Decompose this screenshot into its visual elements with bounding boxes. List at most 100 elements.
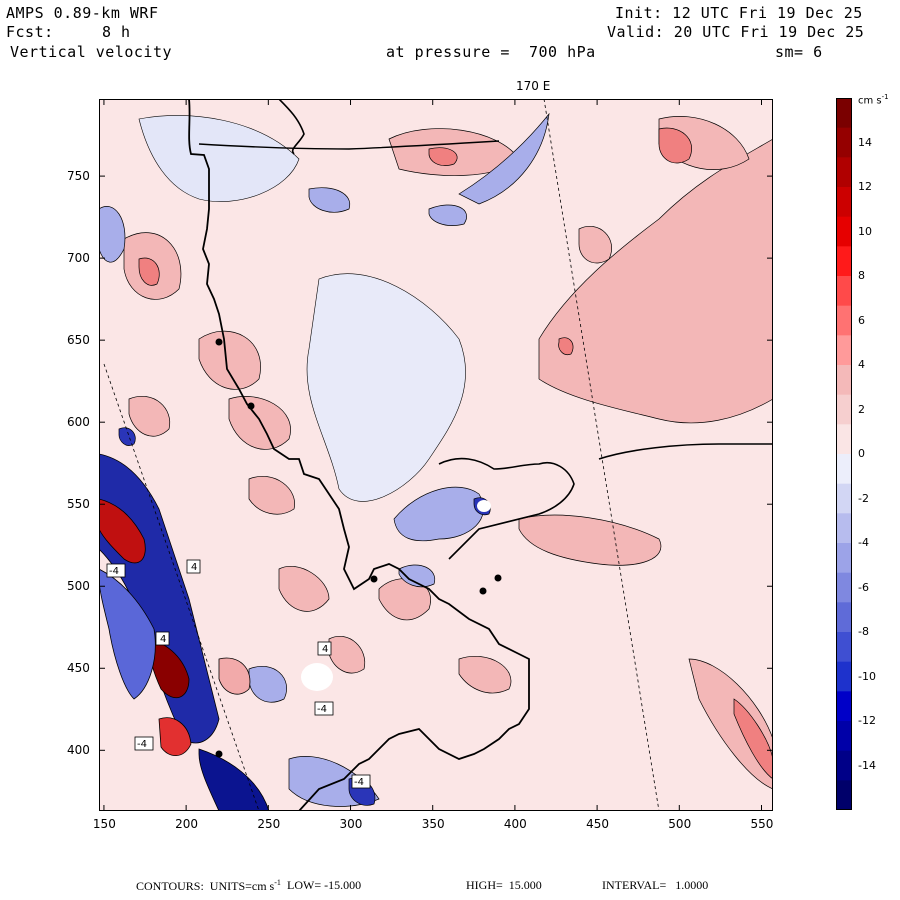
y-tick-label: 450 <box>67 661 90 676</box>
colorbar-swatch <box>836 216 852 247</box>
colorbar <box>836 98 852 810</box>
svg-text:-4: -4 <box>109 566 119 577</box>
forecast-label: Fcst: <box>6 23 54 41</box>
coastline <box>278 99 305 155</box>
meridian-label: 170 E <box>516 79 551 93</box>
colorbar-swatch <box>836 750 852 781</box>
colorbar-tick-label: -12 <box>858 714 876 727</box>
weak-descent-region <box>306 273 466 502</box>
colorbar-swatch <box>836 543 852 574</box>
axis-ticks <box>99 99 773 811</box>
x-tick-label: 400 <box>503 817 527 831</box>
meridian-line <box>543 99 660 811</box>
y-tick-label: 500 <box>67 579 90 594</box>
x-tick-label: 250 <box>257 817 281 831</box>
missing-data-areas <box>301 500 491 691</box>
field-name: Vertical velocity <box>10 43 173 61</box>
colorbar-units: cm s-1 <box>858 93 889 107</box>
colorbar-tick-label: 6 <box>858 313 865 327</box>
colorbar-swatch <box>836 394 852 425</box>
svg-text:-4: -4 <box>354 777 364 788</box>
y-tick-label: 650 <box>67 333 90 348</box>
colorbar-swatch <box>836 187 852 218</box>
station-markers <box>215 338 502 758</box>
coastline <box>438 457 575 560</box>
forecast-hour: 8 h <box>102 23 131 41</box>
colorbar-swatch <box>836 365 852 396</box>
colorbar-tick-label: -6 <box>858 580 869 594</box>
x-tick-label: 450 <box>586 817 609 831</box>
contour-labels: 4 4 -4 -4 -4 4 <box>106 559 371 789</box>
coastline <box>598 443 773 460</box>
colorbar-swatch <box>836 305 852 336</box>
contour-label: -4 <box>106 563 126 578</box>
colorbar-swatch <box>836 780 852 810</box>
smoothing-label: sm= 6 <box>775 43 823 61</box>
contour-label: 4 <box>317 641 332 656</box>
x-tick-label: 200 <box>175 817 199 831</box>
colorbar-tick-label: -4 <box>858 536 869 549</box>
colorbar-swatch <box>836 424 852 455</box>
colorbar-swatch <box>836 157 852 188</box>
contour-label: 4 <box>186 559 201 574</box>
colorbar-swatch <box>836 246 852 277</box>
contour-label: -4 <box>134 736 154 751</box>
svg-text:4: 4 <box>322 644 328 655</box>
model-title: AMPS 0.89-km WRF <box>6 4 159 22</box>
valid-time: Valid: 20 UTC Fri 19 Dec 25 <box>607 23 865 41</box>
colorbar-swatch <box>836 513 852 544</box>
colorbar-swatch <box>836 454 852 485</box>
colorbar-swatch <box>836 602 852 633</box>
colorbar-swatch <box>836 691 852 722</box>
y-tick-label: 750 <box>67 169 90 184</box>
y-tick-label: 400 <box>67 743 90 758</box>
plot-frame <box>99 99 773 811</box>
colorbar-swatch <box>836 632 852 663</box>
colorbar-swatch <box>836 483 852 514</box>
colorbar-tick-label: 8 <box>858 269 865 282</box>
meridian-line <box>103 363 260 811</box>
colorbar-swatch <box>836 661 852 692</box>
colorbar-swatch <box>836 98 852 129</box>
pressure-level: at pressure = 700 hPa <box>386 43 596 61</box>
colorbar-swatch <box>836 572 852 603</box>
weak-descent-region <box>138 115 300 202</box>
footer-high: HIGH= 15.000 <box>466 878 542 892</box>
colorbar-swatch <box>836 127 852 158</box>
colorbar-tick-label: 10 <box>858 224 872 238</box>
footer-low: LOW= -15.000 <box>287 878 362 892</box>
vertical-velocity-map: 4 4 -4 -4 -4 4 <box>99 99 773 811</box>
svg-text:4: 4 <box>191 562 197 573</box>
colorbar-swatch <box>836 721 852 752</box>
contour-label: 4 <box>155 631 170 646</box>
contour-label: -4 <box>314 701 334 716</box>
colorbar-tick-label: -10 <box>858 669 876 683</box>
footer-contours: CONTOURS: UNITS=cm s-1 <box>136 878 281 893</box>
x-tick-label: 550 <box>750 817 774 831</box>
colorbar-tick-label: 12 <box>858 180 872 193</box>
y-tick-label: 550 <box>67 497 90 512</box>
footer-interval: INTERVAL= 1.0000 <box>602 878 709 892</box>
colorbar-tick-label: 2 <box>858 402 865 416</box>
svg-text:-4: -4 <box>137 739 147 750</box>
y-tick-label: 600 <box>67 415 90 430</box>
x-tick-label: 300 <box>339 817 363 831</box>
contour-label: -4 <box>351 774 371 789</box>
x-tick-label: 500 <box>668 817 692 831</box>
colorbar-tick-label: -14 <box>858 758 876 772</box>
y-tick-label: 700 <box>67 251 90 266</box>
coastline <box>198 140 500 150</box>
colorbar-swatch <box>836 335 852 366</box>
colorbar-tick-label: 14 <box>858 135 872 149</box>
svg-text:4: 4 <box>160 634 166 645</box>
colorbar-tick-label: -8 <box>858 625 869 638</box>
x-tick-label: 150 <box>92 817 116 831</box>
coastline <box>188 99 530 811</box>
svg-text:-4: -4 <box>317 704 327 715</box>
init-time: Init: 12 UTC Fri 19 Dec 25 <box>615 4 863 22</box>
colorbar-tick-label: -2 <box>858 491 869 505</box>
x-tick-label: 350 <box>421 817 445 831</box>
colorbar-tick-label: 4 <box>858 358 865 371</box>
strong-ascent-cores <box>138 127 773 780</box>
colorbar-tick-label: 0 <box>858 447 865 460</box>
